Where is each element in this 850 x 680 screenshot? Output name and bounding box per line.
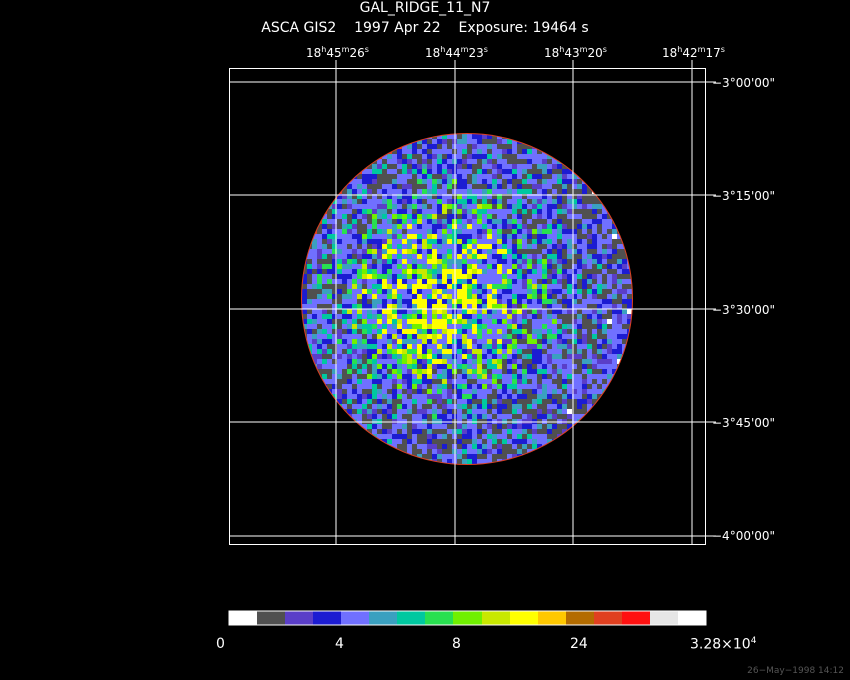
colorbar-swatch [341, 611, 369, 625]
colorbar-swatch [229, 611, 257, 625]
colorbar-swatch [257, 611, 285, 625]
dec-tick-label: −4°00'00" [712, 529, 776, 543]
observation-info: ASCA GIS2 1997 Apr 22 Exposure: 19464 s [261, 20, 589, 36]
colorbar-swatch [425, 611, 453, 625]
image-frame [229, 68, 706, 545]
ra-tick-label: 18h42m17s [662, 45, 725, 60]
ra-tick-label: 18h44m23s [425, 45, 488, 60]
colorbar-swatch [397, 611, 425, 625]
ra-tick-label: 18h43m20s [544, 45, 607, 60]
colorbar-swatch [313, 611, 341, 625]
colorbar-label-max: 3.28×104 [690, 636, 757, 653]
colorbar-swatch [453, 611, 482, 625]
colorbar-swatch [482, 611, 510, 625]
colorbar-label: 4 [335, 636, 344, 652]
colorbar-swatch [369, 611, 397, 625]
colorbar-label: 0 [216, 636, 225, 652]
photon-count-map [302, 134, 632, 464]
colorbar-border [228, 610, 707, 626]
colorbar-swatch [566, 611, 594, 625]
colorbar-swatch [285, 611, 313, 625]
dec-tick-label: −3°45'00" [712, 416, 776, 430]
dec-tick-label: −3°00'00" [712, 76, 776, 90]
colorbar-swatch [678, 611, 706, 625]
dec-tick-label: −3°15'00" [712, 189, 776, 203]
colorbar-swatch [594, 611, 622, 625]
coordinate-grid [229, 60, 716, 545]
colorbar-swatch [650, 611, 678, 625]
colorbar [228, 610, 707, 626]
colorbar-swatch [510, 611, 538, 625]
colorbar-swatch [622, 611, 650, 625]
colorbar-swatch [538, 611, 566, 625]
colorbar-label: 24 [570, 636, 588, 652]
timestamp: 26−May−1998 14:12 [747, 666, 844, 676]
ra-tick-label: 18h45m26s [306, 45, 369, 60]
dec-tick-label: −3°30'00" [712, 303, 776, 317]
colorbar-label: 8 [452, 636, 461, 652]
image-title: GAL_RIDGE_11_N7 [359, 0, 491, 16]
